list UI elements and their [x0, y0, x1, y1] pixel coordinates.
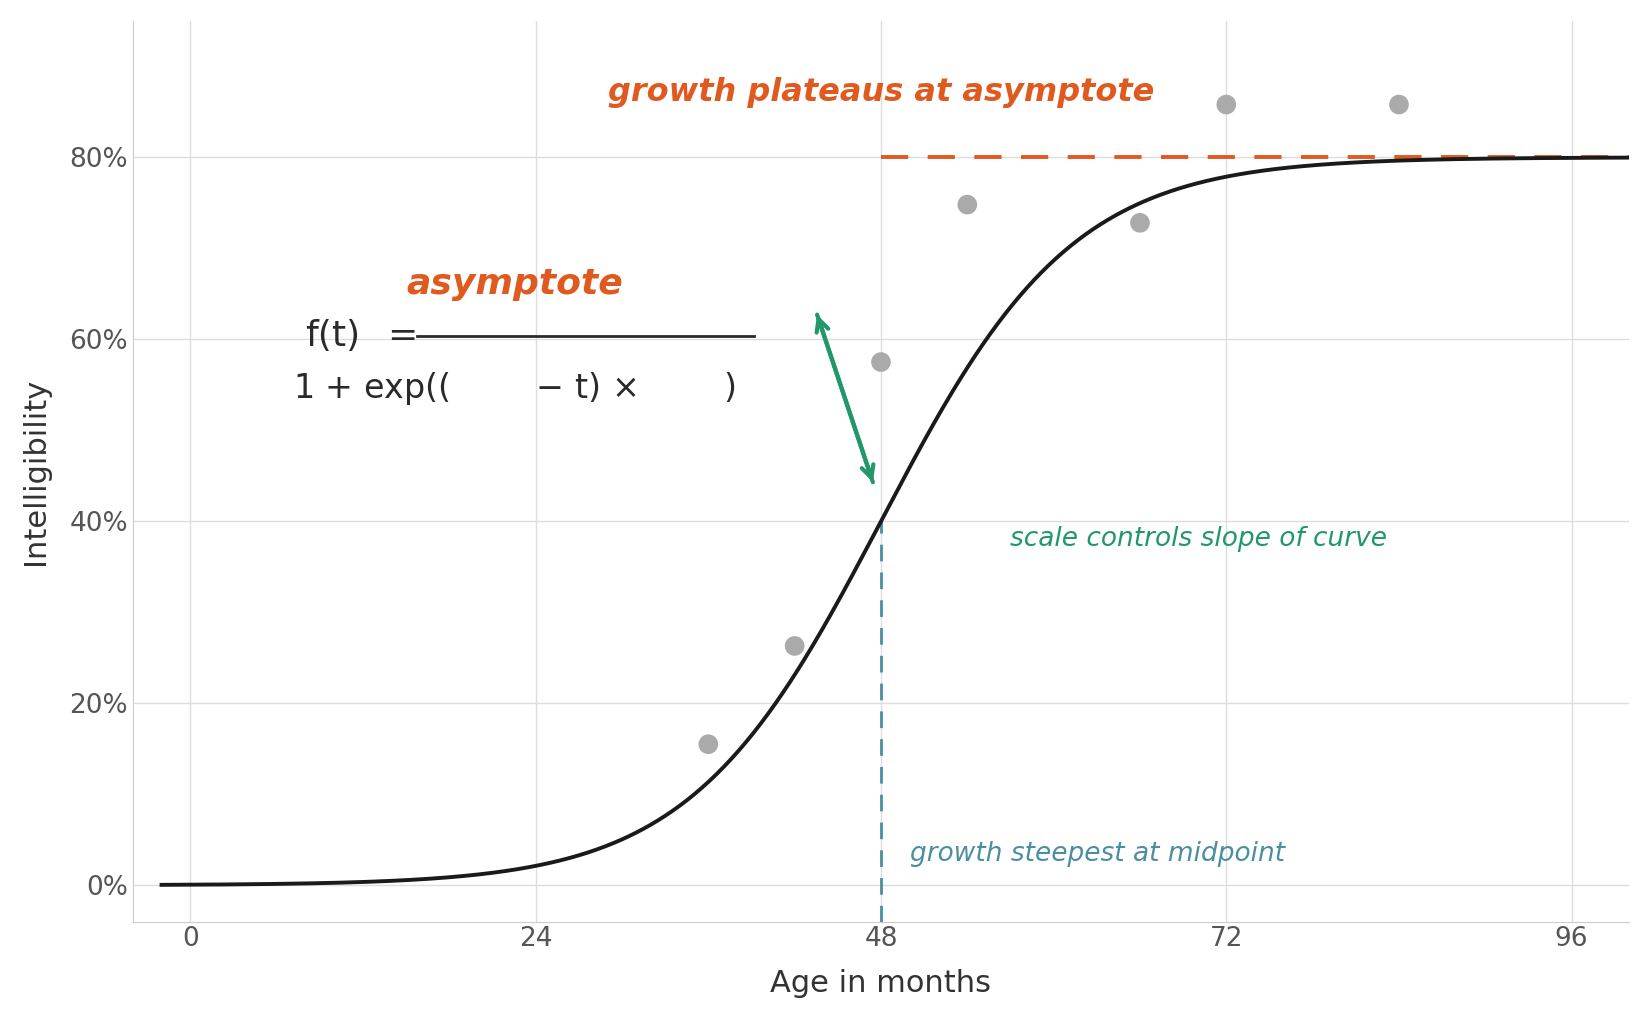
Point [1386, 97, 1412, 113]
Point [782, 638, 808, 654]
Point [954, 197, 980, 213]
Text: growth plateaus at asymptote: growth plateaus at asymptote [607, 77, 1153, 108]
Text: asymptote: asymptote [406, 267, 622, 301]
Text: f(t): f(t) [305, 319, 360, 354]
Text: 1 + exp((        $-$ t) $\times$        ): 1 + exp(( $-$ t) $\times$ ) [292, 370, 736, 407]
Point [695, 736, 721, 752]
Text: scale controls slope of curve: scale controls slope of curve [1010, 527, 1388, 552]
X-axis label: Age in months: Age in months [771, 969, 992, 999]
Point [1127, 215, 1153, 231]
Point [1213, 97, 1239, 113]
Y-axis label: Intelligibility: Intelligibility [21, 378, 50, 565]
Text: growth steepest at midpoint: growth steepest at midpoint [909, 841, 1285, 867]
Text: =: = [388, 319, 417, 354]
Point [868, 354, 894, 370]
